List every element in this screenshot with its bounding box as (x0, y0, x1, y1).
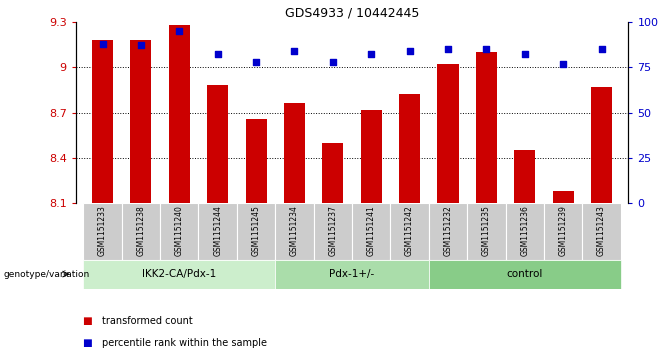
Bar (476, 52, 497, 203)
Title: GDS4933 / 10442445: GDS4933 / 10442445 (285, 6, 419, 19)
Point (520, 52, 530, 57)
Bar (582, 203, 620, 260)
Text: GSM1151243: GSM1151243 (597, 205, 606, 256)
Bar (553, 191, 574, 203)
Bar (92, 40, 113, 203)
Bar (399, 94, 420, 203)
Bar (591, 87, 612, 203)
Bar (314, 203, 352, 260)
Point (174, 28, 185, 34)
Text: genotype/variation: genotype/variation (3, 270, 89, 278)
Bar (390, 203, 429, 260)
Text: GSM1151233: GSM1151233 (98, 205, 107, 256)
Bar (467, 203, 505, 260)
Point (443, 46, 453, 52)
Point (290, 48, 300, 54)
Bar (505, 203, 544, 260)
Text: GSM1151239: GSM1151239 (559, 205, 568, 256)
Point (251, 59, 261, 65)
Point (596, 46, 607, 52)
Text: GSM1151240: GSM1151240 (175, 205, 184, 256)
Text: GSM1151242: GSM1151242 (405, 205, 414, 256)
Text: GSM1151235: GSM1151235 (482, 205, 491, 256)
Text: control: control (507, 269, 543, 279)
Text: GSM1151234: GSM1151234 (290, 205, 299, 256)
Text: ■: ■ (82, 338, 92, 348)
Text: GSM1151238: GSM1151238 (136, 205, 145, 256)
Point (97, 41, 108, 46)
Point (328, 59, 338, 65)
Text: GSM1151241: GSM1151241 (367, 205, 376, 256)
Text: GSM1151245: GSM1151245 (251, 205, 261, 256)
Text: GSM1151244: GSM1151244 (213, 205, 222, 256)
Text: IKK2-CA/Pdx-1: IKK2-CA/Pdx-1 (142, 269, 216, 279)
Bar (199, 203, 237, 260)
Bar (245, 119, 266, 203)
Bar (275, 260, 429, 289)
Bar (237, 203, 275, 260)
Bar (429, 203, 467, 260)
Bar (207, 85, 228, 203)
Bar (361, 110, 382, 203)
Bar (84, 260, 275, 289)
Text: transformed count: transformed count (102, 316, 193, 326)
Text: percentile rank within the sample: percentile rank within the sample (102, 338, 267, 348)
Text: GSM1151236: GSM1151236 (520, 205, 529, 256)
Bar (84, 203, 122, 260)
Text: ■: ■ (82, 316, 92, 326)
Bar (130, 40, 151, 203)
Bar (322, 143, 343, 203)
Bar (429, 260, 620, 289)
Bar (168, 25, 190, 203)
Text: Pdx-1+/-: Pdx-1+/- (330, 269, 374, 279)
Point (405, 48, 415, 54)
Point (366, 52, 376, 57)
Bar (438, 64, 459, 203)
Bar (284, 103, 305, 203)
Bar (352, 203, 390, 260)
Text: GSM1151232: GSM1151232 (443, 205, 453, 256)
Bar (275, 203, 314, 260)
Point (213, 52, 223, 57)
Bar (160, 203, 199, 260)
Bar (514, 150, 536, 203)
Text: GSM1151237: GSM1151237 (328, 205, 338, 256)
Point (481, 46, 492, 52)
Bar (122, 203, 160, 260)
Bar (544, 203, 582, 260)
Point (558, 61, 569, 66)
Point (136, 42, 146, 48)
